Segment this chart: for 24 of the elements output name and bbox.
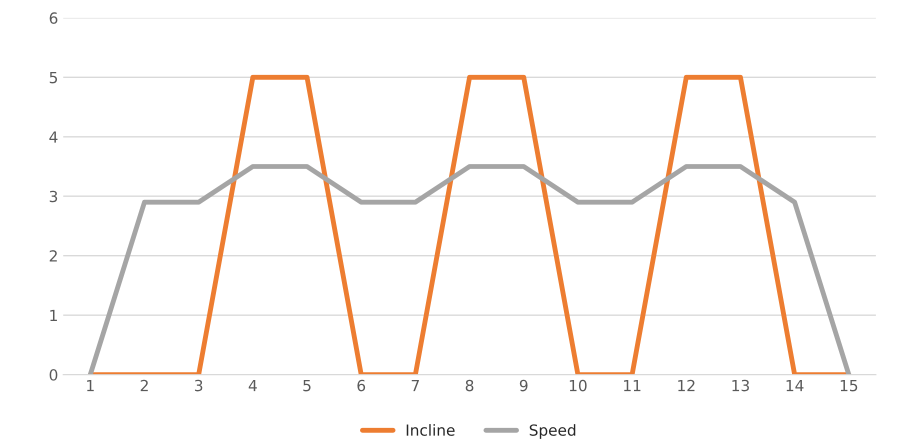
y-tick-label: 1 [50, 310, 57, 321]
x-tick-label: 15 [840, 380, 858, 392]
x-tick-label: 3 [194, 380, 202, 392]
x-tick-label: 11 [624, 380, 640, 392]
x-tick-label: 13 [732, 380, 749, 392]
y-tick-label: 6 [50, 12, 58, 24]
y-tick-label: 0 [50, 369, 58, 381]
legend-label: Speed [530, 424, 576, 439]
x-tick-label: 12 [678, 380, 694, 392]
x-tick-label: 5 [303, 380, 311, 392]
y-tick-label: 4 [49, 131, 58, 143]
x-tick-label: 6 [357, 380, 366, 392]
x-tick-label: 8 [466, 380, 474, 392]
x-tick-label: 10 [570, 380, 587, 392]
y-tick-label: 3 [50, 190, 58, 202]
legend-label: Incline [406, 424, 455, 436]
x-tick-label: 14 [786, 380, 804, 392]
x-tick-label: 7 [412, 380, 419, 392]
y-tick-label: 2 [50, 250, 57, 262]
x-tick-label: 1 [87, 380, 94, 392]
x-tick-label: 4 [248, 380, 257, 392]
x-tick-label: 9 [520, 380, 528, 392]
y-tick-label: 5 [50, 72, 58, 84]
x-tick-label: 2 [140, 380, 148, 392]
